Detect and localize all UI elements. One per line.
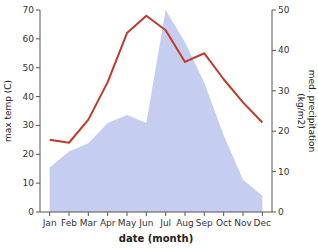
chart: Jan FebMarAprMayJun Jul AugSepOctNovDec 0 10 2… <box>0 0 318 248</box>
axes: Jan FebMarAprMayJun Jul AugSepOctNovDec 0 10 2… <box>23 5 290 228</box>
x-tick-label: Dec <box>254 218 271 228</box>
x-tick-label: Mar <box>80 218 97 228</box>
y-tick-label: 40 <box>23 92 35 102</box>
y2-axis-line <box>272 10 273 212</box>
y2-tick-label: 40 <box>278 45 290 55</box>
x-tick-label: Jan <box>42 218 57 228</box>
line <box>50 16 263 143</box>
y-tick <box>36 212 40 213</box>
x-tick <box>223 212 224 216</box>
y2-tick-label: 20 <box>278 126 290 136</box>
x-tick-label: Apr <box>100 218 116 228</box>
x-tick <box>49 212 50 216</box>
x-tick <box>204 212 205 216</box>
y-tick <box>36 125 40 126</box>
y-tick-label: 50 <box>23 63 35 73</box>
x-tick-label: May <box>118 218 137 228</box>
x-axis-title: date (month) <box>119 233 193 244</box>
y2-axis-title: med. precipitation(kg/m2) <box>296 70 317 152</box>
y-tick <box>36 67 40 68</box>
x-tick-label: Aug <box>176 218 194 228</box>
y-tick-label: 0 <box>28 207 34 217</box>
x-tick <box>127 212 128 216</box>
y-tick-label: 70 <box>23 5 35 15</box>
x-axis-line <box>40 212 272 213</box>
x-tick-label: Nov <box>234 218 252 228</box>
x-tick-label: Jul <box>159 218 171 228</box>
area <box>50 10 263 212</box>
y2-tick-label: 50 <box>278 5 290 15</box>
x-tick <box>262 212 263 216</box>
x-tick <box>165 212 166 216</box>
y2-tick <box>272 171 276 172</box>
x-tick <box>185 212 186 216</box>
y2-tick <box>272 212 276 213</box>
x-tick <box>146 212 147 216</box>
y-tick-label: 20 <box>23 149 35 159</box>
x-tick <box>107 212 108 216</box>
y2-tick <box>272 10 276 11</box>
y-tick <box>36 38 40 39</box>
x-tick <box>69 212 70 216</box>
y-tick-label: 60 <box>23 34 35 44</box>
y-tick <box>36 154 40 155</box>
y2-tick-label: 0 <box>278 207 284 217</box>
y2-tick <box>272 90 276 91</box>
y2-tick <box>272 50 276 51</box>
y-tick-label: 10 <box>23 178 35 188</box>
plot-area <box>50 10 263 212</box>
x-tick <box>88 212 89 216</box>
y-axis-title: max temp (C) <box>3 80 13 142</box>
x-tick-label: Oct <box>216 218 232 228</box>
y-axis-line <box>40 10 41 212</box>
y-tick <box>36 10 40 11</box>
y2-tick-label: 30 <box>278 86 290 96</box>
x-tick-label: Sep <box>196 218 213 228</box>
y2-tick <box>272 131 276 132</box>
x-tick <box>243 212 244 216</box>
y-tick-label: 30 <box>23 120 35 130</box>
y-tick <box>36 96 40 97</box>
x-tick-label: Feb <box>61 218 77 228</box>
y-tick <box>36 183 40 184</box>
x-tick-label: Jun <box>138 218 153 228</box>
y2-tick-label: 10 <box>278 167 290 177</box>
